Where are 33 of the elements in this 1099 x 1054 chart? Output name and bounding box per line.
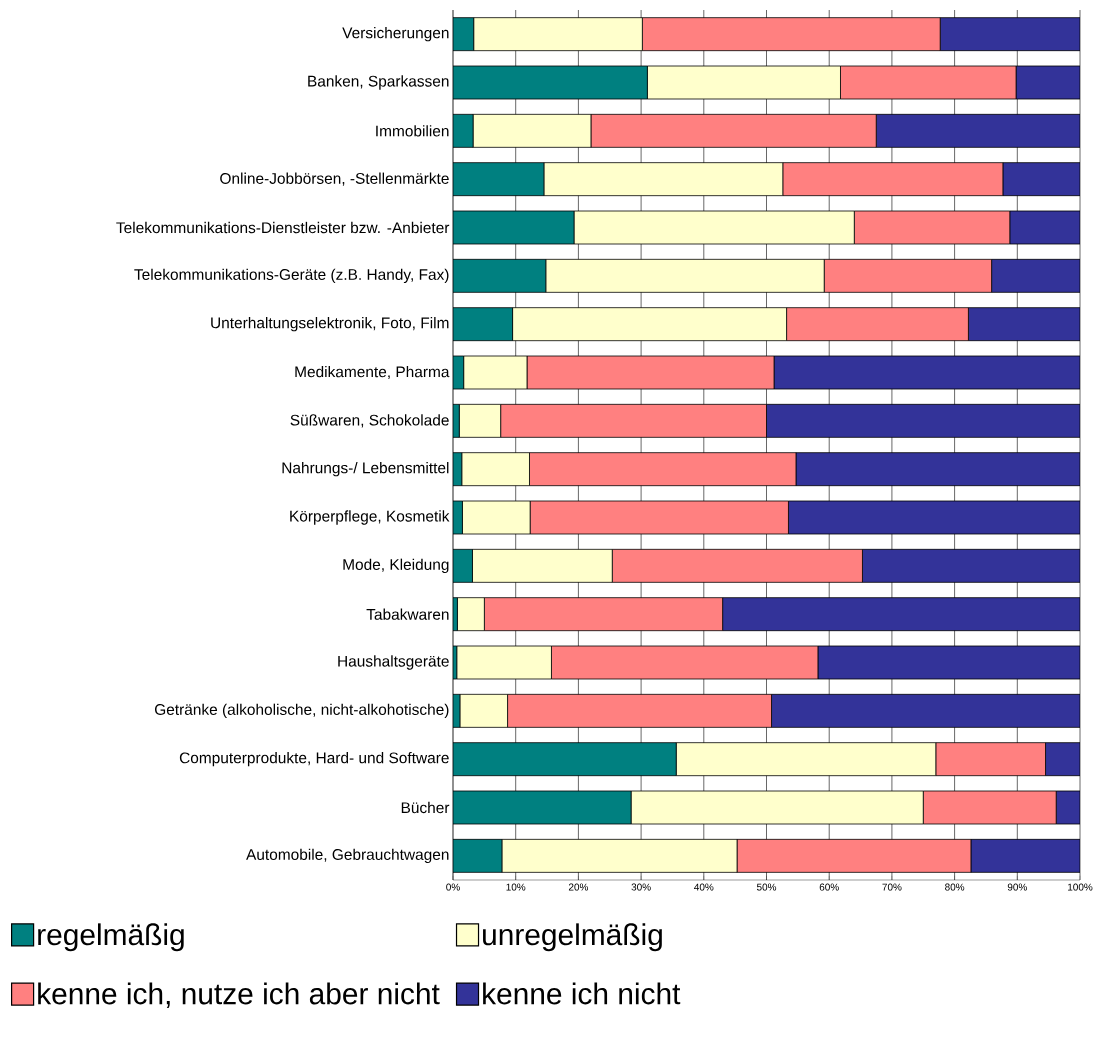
y-tick-label: Immobilien bbox=[376, 125, 449, 137]
x-tick-label: 90% bbox=[1007, 883, 1027, 891]
y-tick-label: Telekommunikations-Dienstleister bzw. -Anbieter bbox=[116, 221, 450, 234]
y-tick-label: Getränke (alkoholische, nicht-alkohotische) bbox=[155, 703, 449, 719]
y-tick-label: Versicherungen bbox=[342, 26, 449, 42]
y-tick-label: Bücher bbox=[401, 801, 450, 814]
y-tick-label: Automobile, Gebrauchtwagen bbox=[246, 848, 449, 864]
y-tick-label: Haushaltsgeräte bbox=[338, 655, 449, 670]
y-tick-label: Unterhaltungselektronik, Foto, Film bbox=[211, 316, 449, 332]
y-tick-label: Banken, Sparkassen bbox=[308, 75, 449, 90]
x-tick-label: 30% bbox=[631, 883, 651, 891]
y-tick-label: Körperpflege, Kosmetik bbox=[290, 510, 450, 525]
legend-label: regelmäßig bbox=[38, 923, 184, 952]
legend-label: unregelmäßig bbox=[483, 923, 662, 952]
x-tick-label: 50% bbox=[756, 883, 777, 891]
legend-label: kenne ich nicht bbox=[483, 982, 681, 1005]
y-tick-label: Computerprodukte, Hard- und Software bbox=[179, 751, 449, 767]
x-tick-label: 40% bbox=[694, 883, 714, 891]
y-tick-label: Nahrungs-/ Lebensmittel bbox=[282, 461, 449, 477]
x-tick-label: 80% bbox=[945, 883, 965, 891]
legend-label: kenne ich, nutze ich aber nicht bbox=[38, 982, 440, 1008]
y-tick-label: Tabakwaren bbox=[366, 608, 449, 620]
x-tick-label: 10% bbox=[506, 883, 526, 891]
y-tick-label: Online-Jobbörsen, -Stellenmärkte bbox=[220, 172, 449, 186]
x-tick-label: 100% bbox=[1068, 883, 1093, 891]
y-tick-label: Telekommunikations-Geräte (z.B. Handy, Fax) bbox=[134, 268, 449, 284]
y-tick-label: Mode, Kleidung bbox=[343, 558, 449, 574]
y-tick-label: Süßwaren, Schokolade bbox=[290, 414, 449, 428]
x-tick-label: 20% bbox=[568, 883, 589, 891]
y-tick-label: Medikamente, Pharma bbox=[295, 365, 450, 380]
x-tick-label: 70% bbox=[882, 883, 902, 891]
x-tick-label: 60% bbox=[819, 883, 839, 891]
x-tick-label: 0% bbox=[446, 883, 460, 891]
